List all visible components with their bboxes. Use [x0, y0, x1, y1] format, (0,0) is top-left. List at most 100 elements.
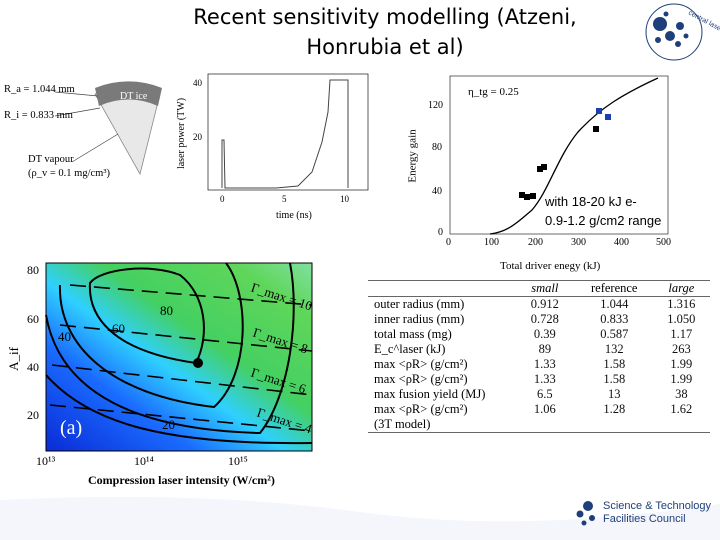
stfc-logo-icon — [576, 501, 595, 526]
footer-wave — [0, 496, 720, 540]
outer-radius-label: R_a = 1.044 mm — [4, 84, 75, 95]
pulse-plot-frame — [207, 73, 369, 191]
contour-label-60: 60 — [112, 321, 125, 336]
gain-xtick-500: 500 — [656, 237, 671, 248]
table-cell: 1.33 — [533, 372, 556, 386]
gamma-4-line — [49, 404, 313, 432]
table-cell: 0.728 — [530, 312, 559, 326]
table-cell-label: E_c^laser (kJ) — [374, 342, 446, 356]
stfc-name: Science & Technology Facilities Council — [603, 500, 711, 526]
stfc-line-1: Science & Technology — [603, 500, 712, 512]
table-cell: 263 — [671, 342, 691, 356]
table-cell: 1.62 — [670, 402, 693, 416]
contour-xlabel: Compression laser intensity (W/cm²) — [88, 473, 275, 487]
logo-dot-large — [653, 17, 667, 31]
table-cell-label: max fusion yield (MJ) — [374, 387, 486, 401]
table-cell: 6.5 — [537, 387, 553, 401]
title-line-1: Recent sensitivity modelling (Atzeni, — [193, 5, 577, 29]
gain-point-blue — [605, 114, 611, 120]
note: with 18-20 kJ e- 0.9-1.2 g/cm2 range — [545, 192, 661, 230]
table-cell: 1.33 — [533, 357, 556, 371]
table-row: outer radius (mm) 0.912 1.044 1.316 — [368, 296, 710, 312]
gamma-8-line — [59, 324, 313, 352]
gain-ytick-120: 120 — [428, 100, 443, 111]
table-cell: 0.833 — [600, 312, 629, 326]
slide-title: Recent sensitivity modelling (Atzeni, Ho… — [150, 2, 620, 62]
table-cell: 89 — [538, 342, 552, 356]
ice-label: DT ice — [120, 91, 148, 102]
gain-ytick-0: 0 — [438, 227, 443, 238]
contour-ytick-60: 60 — [27, 312, 39, 326]
contour-40 — [45, 262, 295, 435]
gain-point — [530, 193, 536, 199]
table-header-row: small reference large — [368, 280, 710, 297]
pulse-plot: 40 20 0 5 10 time (ns) laser power (TW) — [176, 72, 370, 227]
contour-60 — [58, 262, 244, 409]
table-row: E_c^laser (kJ) 89 132 263 — [368, 342, 710, 357]
gamma-10-line — [69, 284, 313, 306]
contour-label-80: 80 — [160, 303, 173, 318]
contour-ytick-20: 20 — [27, 408, 39, 422]
table-header-small: small — [513, 280, 576, 297]
gain-point — [541, 164, 547, 170]
contour-plot: 80 60 40 20 A_if 10¹³ 10¹⁴ 10¹⁵ Compress… — [0, 255, 320, 493]
table-cell: 1.99 — [670, 357, 693, 371]
pulse-ytick-40: 40 — [193, 78, 202, 88]
table-row: total mass (mg) 0.39 0.587 1.17 — [368, 327, 710, 342]
contour-xtick-1e14: 10¹⁴ — [134, 454, 154, 468]
vapour-label: DT vapour — [28, 154, 74, 165]
panel-label: (a) — [60, 417, 83, 439]
gain-plot: η_tg = 0.25 120 80 40 0 0 100 200 300 40… — [406, 72, 671, 277]
table-header-reference: reference — [575, 280, 653, 297]
target-diagram: DT ice R_a = 1.044 mm R_i = 0.833 mm DT … — [0, 74, 175, 194]
gain-xtick-200: 200 — [528, 237, 543, 248]
table-cell: 1.044 — [575, 296, 653, 312]
table-row: inner radius (mm) 0.728 0.833 1.050 — [368, 312, 710, 327]
gain-xtick-0: 0 — [446, 237, 451, 248]
gain-ytick-80: 80 — [432, 142, 442, 153]
gain-ylabel: Energy gain — [406, 129, 419, 183]
pulse-curve — [221, 79, 349, 189]
logo-text: central laser facility — [687, 10, 720, 44]
vapour-density-label: (ρ_v = 0.1 mg/cm³) — [28, 168, 110, 179]
table-cell: 1.316 — [652, 296, 710, 312]
contour-80 — [88, 267, 205, 365]
gain-xtick-300: 300 — [571, 237, 586, 248]
table-cell: 1.050 — [667, 312, 696, 326]
note-line-1: with 18-20 kJ e- — [545, 194, 637, 209]
footer: Science & Technology Facilities Council — [0, 490, 720, 540]
gain-curve — [489, 77, 659, 235]
table-cell-label: max <ρR> (g/cm²) — [374, 357, 468, 371]
contour-ylabel: A_if — [5, 347, 21, 371]
table-cell: 1.28 — [603, 402, 626, 416]
table-cell: 0.912 — [513, 296, 576, 312]
pulse-xtick-0: 0 — [220, 194, 225, 204]
table-cell-label: inner radius (mm) — [374, 312, 465, 326]
pulse-xtick-5: 5 — [282, 194, 287, 204]
gain-xlabel: Total driver enegy (kJ) — [500, 260, 601, 272]
table-cell: 1.06 — [533, 402, 556, 416]
table-cell: 1.99 — [670, 372, 693, 386]
contour-xtick-1e13: 10¹³ — [36, 454, 56, 468]
contour-xtick-1e15: 10¹⁵ — [228, 454, 248, 468]
ice-layer — [95, 81, 162, 106]
clf-logo: central laser facility — [645, 3, 720, 61]
contour-20 — [45, 374, 313, 445]
contour-ytick-40: 40 — [27, 360, 39, 374]
gamma-6-line — [51, 364, 313, 396]
table-cell: 0.587 — [600, 327, 629, 341]
gain-plot-frame — [449, 75, 669, 235]
inner-radius-label: R_i = 0.833 mm — [4, 110, 73, 121]
table-cell-label: total mass (mg) — [374, 327, 452, 341]
table-cell: 13 — [608, 387, 621, 401]
gain-eta-label: η_tg = 0.25 — [468, 86, 519, 98]
gain-point — [519, 192, 525, 198]
pulse-ytick-20: 20 — [193, 132, 202, 142]
gain-xtick-100: 100 — [484, 237, 499, 248]
table-cell: 1.17 — [670, 327, 693, 341]
table-cell-label: max <ρR> (g/cm²) — [374, 402, 468, 416]
table-cell: 38 — [675, 387, 688, 401]
stfc-line-2: Facilities Council — [603, 513, 686, 525]
pulse-xlabel: time (ns) — [276, 210, 312, 221]
table-cell: 1.58 — [603, 357, 626, 371]
